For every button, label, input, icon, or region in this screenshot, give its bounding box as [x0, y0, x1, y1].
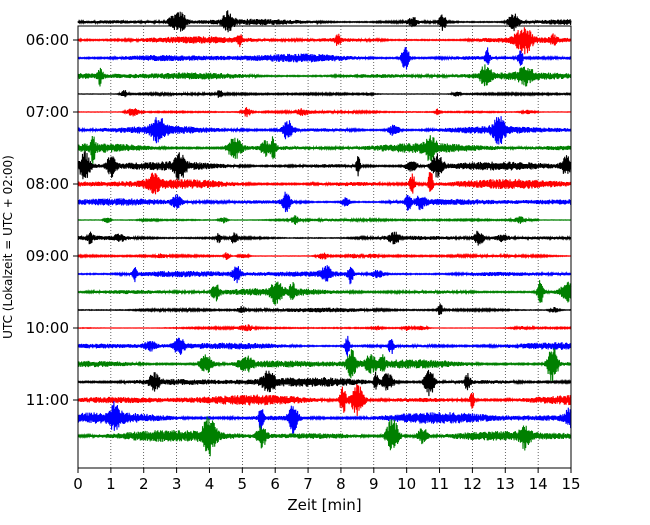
x-tick-label: 12 — [463, 475, 482, 493]
seismogram-trace — [77, 252, 572, 260]
x-tick-label: 15 — [561, 475, 580, 493]
seismogram-trace — [77, 401, 572, 436]
x-tick-label: 9 — [369, 475, 379, 493]
x-tick-label: 1 — [106, 475, 116, 493]
x-tick-label: 11 — [430, 475, 449, 493]
x-tick-label: 10 — [397, 475, 416, 493]
seismogram-trace — [77, 416, 572, 457]
seismogram-trace — [77, 107, 572, 118]
y-tick-label: 11:00 — [26, 391, 69, 409]
seismogram-trace — [77, 172, 572, 195]
seismogram-trace — [77, 384, 572, 417]
seismogram-trace — [77, 191, 572, 213]
y-tick-label: 10:00 — [26, 319, 69, 337]
x-tick-label: 6 — [270, 475, 280, 493]
x-tick-label: 2 — [139, 475, 149, 493]
x-tick-label: 14 — [529, 475, 548, 493]
seismogram-trace — [77, 64, 572, 87]
x-tick-label: 4 — [205, 475, 215, 493]
seismogram-trace — [77, 230, 572, 246]
y-tick-label: 09:00 — [26, 247, 69, 265]
seismogram-trace — [77, 280, 572, 305]
y-tick-label: 08:00 — [26, 175, 69, 193]
x-tick-label: 7 — [303, 475, 313, 493]
y-axis-label: UTC (Lokalzeit = UTC + 02:00) — [1, 155, 15, 339]
seismogram-trace — [77, 150, 572, 181]
seismogram-trace — [77, 369, 572, 397]
y-axis-ticks: 06:00 07:00 08:00 09:00 10:00 11:00 — [26, 31, 78, 409]
x-axis-label: Zeit [min] — [287, 496, 361, 514]
seismogram-trace — [77, 47, 572, 70]
x-tick-label: 8 — [336, 475, 346, 493]
seismogram-trace — [77, 215, 572, 225]
seismogram-trace — [77, 324, 572, 332]
y-tick-label: 06:00 — [26, 31, 69, 49]
y-tick-label: 07:00 — [26, 103, 69, 121]
seismogram-trace — [77, 135, 572, 167]
seismogram-trace — [77, 265, 572, 285]
x-tick-label: 5 — [238, 475, 248, 493]
seismogram-trace — [77, 90, 572, 98]
seismogram-trace — [77, 348, 572, 383]
seismogram-traces — [77, 10, 572, 457]
x-tick-label: 3 — [172, 475, 182, 493]
seismogram-trace — [77, 116, 572, 145]
plot-frame — [77, 25, 572, 469]
x-tick-label: 0 — [73, 475, 83, 493]
seismogram-trace — [77, 27, 572, 55]
x-tick-label: 13 — [496, 475, 515, 493]
seismogram-trace — [77, 303, 572, 316]
seismogram-trace — [77, 335, 572, 357]
x-axis-ticks: 0 1 2 3 4 5 6 7 8 9 10 11 12 13 14 15 — [73, 468, 581, 493]
seismogram-trace — [77, 10, 572, 33]
